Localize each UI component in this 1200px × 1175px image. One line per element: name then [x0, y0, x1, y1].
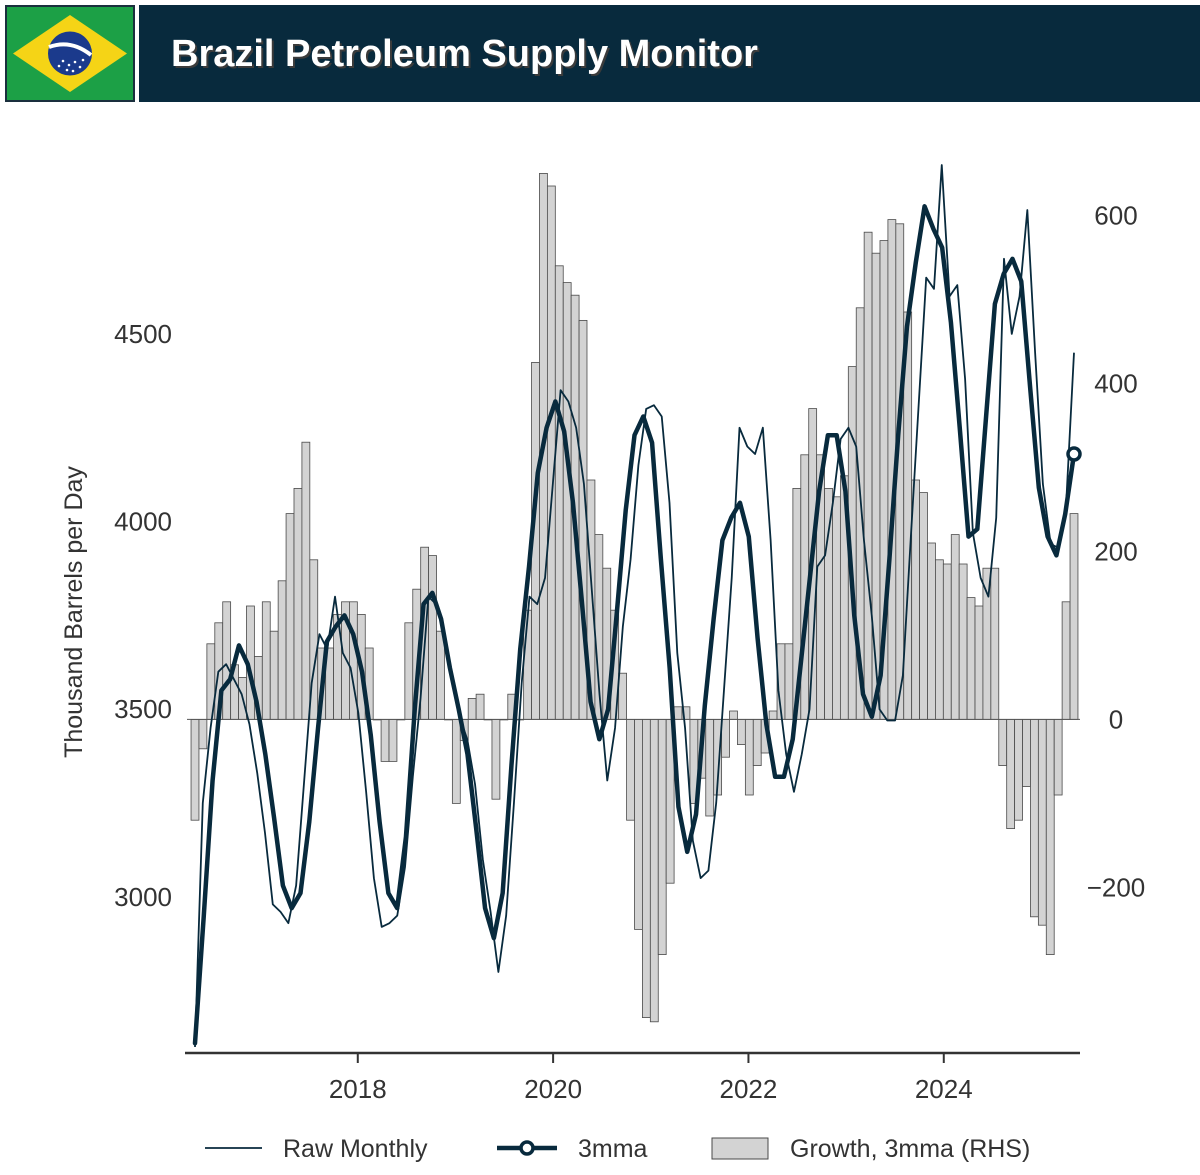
growth-bar [404, 622, 414, 720]
growth-bar [388, 719, 398, 762]
y-ticks-right: −200 0 200 400 600 [1087, 200, 1146, 902]
growth-bar [950, 534, 960, 720]
growth-bars [190, 172, 1079, 1023]
raw-monthly-line [194, 164, 1075, 1048]
growth-bar [301, 441, 311, 720]
3mma-end-marker [1066, 446, 1082, 462]
legend-mma-marker [519, 1140, 535, 1156]
growth-bar [752, 719, 762, 767]
growth-bar [428, 555, 437, 720]
growth-bar [380, 719, 390, 762]
x-tick-label: 2022 [720, 1074, 778, 1104]
growth-bar [618, 672, 627, 720]
growth-bar [705, 719, 715, 817]
y-tick-label-left: 4500 [114, 319, 172, 349]
growth-bar [1006, 719, 1016, 830]
y-ticks-left: 3000 3500 4000 4500 [114, 319, 172, 912]
growth-bar [1053, 719, 1063, 796]
growth-bar [927, 542, 936, 720]
x-ticks: 2018 2020 2022 2024 [329, 1053, 973, 1104]
growth-bar [737, 719, 746, 746]
growth-bar [942, 563, 952, 720]
growth-bar [198, 719, 208, 750]
growth-bar [467, 698, 477, 720]
header: Brazil Petroleum Supply Monitor [0, 0, 1200, 103]
legend: Raw Monthly 3mma Growth, 3mma (RHS) [205, 1135, 1030, 1163]
x-tick-label: 2018 [329, 1074, 387, 1104]
growth-bar [768, 710, 778, 720]
title-bar: Brazil Petroleum Supply Monitor [139, 5, 1200, 102]
growth-bar [919, 492, 928, 720]
growth-bar [491, 719, 501, 800]
growth-bar [1030, 719, 1039, 918]
growth-bar [1069, 513, 1079, 720]
growth-bar [293, 487, 303, 720]
growth-bar [649, 719, 659, 1023]
growth-bar [562, 282, 572, 720]
growth-bar [261, 601, 271, 720]
y-tick-label-right: −200 [1087, 872, 1146, 902]
growth-bar [475, 693, 485, 720]
growth-bar [729, 710, 738, 720]
growth-bar [784, 643, 794, 720]
growth-bar [451, 719, 461, 804]
growth-bar [626, 719, 635, 821]
growth-bar [554, 265, 564, 720]
growth-bar [974, 605, 984, 720]
growth-bar [269, 630, 279, 720]
growth-bar [1022, 719, 1031, 788]
legend-growth-label: Growth, 3mma (RHS) [790, 1135, 1030, 1163]
legend-mma-label: 3mma [578, 1135, 648, 1163]
y-tick-label-right: 600 [1094, 200, 1137, 230]
growth-bar [824, 487, 833, 720]
brazil-flag-icon [7, 7, 133, 100]
growth-bar [832, 496, 841, 720]
growth-bar [871, 252, 881, 720]
y-tick-label-left: 3000 [114, 882, 172, 912]
growth-bar [966, 597, 976, 720]
growth-bar [744, 719, 754, 796]
growth-bar [277, 580, 287, 720]
flag-frame [5, 5, 135, 102]
x-tick-label: 2024 [915, 1074, 973, 1104]
growth-bar [673, 706, 683, 720]
growth-bar [546, 185, 556, 720]
growth-bar [436, 630, 445, 720]
growth-bar [1061, 601, 1071, 720]
y-axis-label: Thousand Barrels per Day [60, 466, 88, 758]
growth-bar [657, 719, 667, 956]
growth-bar [190, 719, 200, 821]
supply-chart: 2018 2020 2022 2024 3000 3500 4000 4500 −200 0 2… [60, 164, 1146, 1163]
growth-bar [1037, 719, 1047, 926]
y-tick-label-right: 400 [1094, 368, 1137, 398]
legend-growth-swatch [711, 1137, 769, 1160]
growth-bar [935, 559, 944, 720]
growth-bar [1045, 719, 1055, 956]
growth-bar [285, 513, 295, 720]
growth-bar [721, 719, 730, 758]
page-title: Brazil Petroleum Supply Monitor [171, 33, 758, 75]
growth-bar [863, 231, 873, 720]
x-tick-label: 2020 [524, 1074, 582, 1104]
3mma-line [192, 204, 1077, 1046]
growth-bar [998, 719, 1008, 767]
y-tick-label-left: 3500 [114, 694, 172, 724]
y-tick-label-right: 0 [1109, 704, 1123, 734]
growth-bar [990, 567, 1000, 720]
y-tick-label-right: 200 [1094, 536, 1137, 566]
growth-bar [1014, 719, 1023, 821]
growth-bar [958, 563, 968, 720]
growth-bar [222, 601, 232, 720]
growth-bar [634, 719, 643, 930]
legend-raw-label: Raw Monthly [283, 1135, 428, 1163]
y-tick-label-left: 4000 [114, 507, 172, 537]
growth-bar [642, 719, 651, 1019]
